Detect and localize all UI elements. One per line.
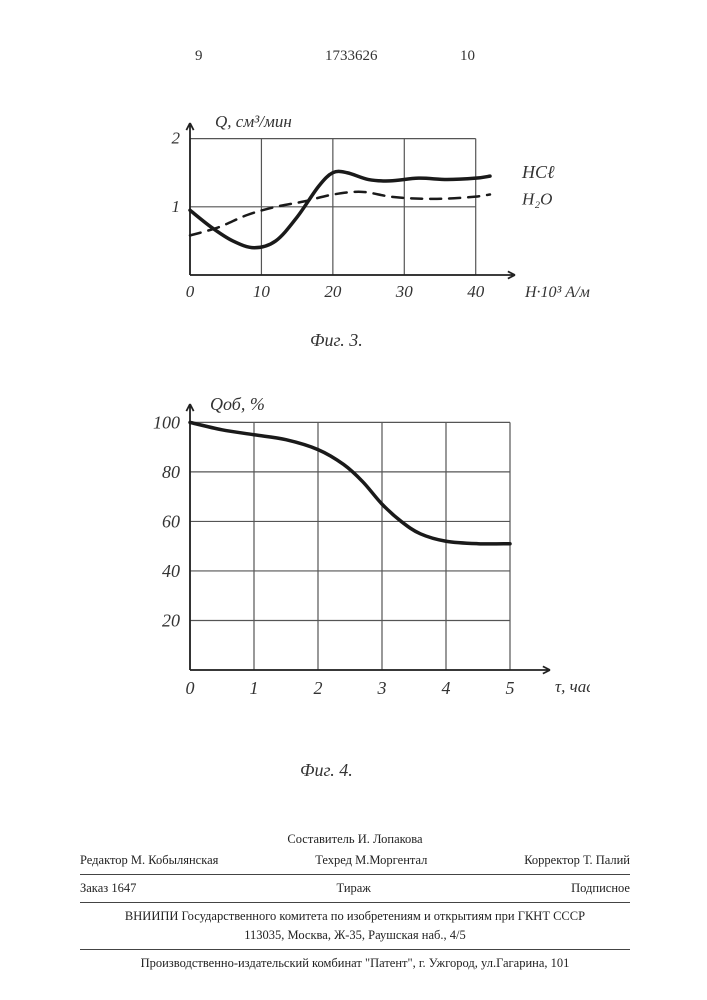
svg-text:Q, см³/мин: Q, см³/мин	[215, 112, 292, 131]
tech-name: М.Моргентал	[355, 853, 427, 867]
corrector-name: Т. Палий	[583, 853, 630, 867]
svg-text:20: 20	[324, 282, 342, 301]
compiler-label: Составитель	[287, 832, 354, 846]
svg-text:40: 40	[467, 282, 485, 301]
svg-text:τ, час: τ, час	[555, 677, 590, 696]
svg-text:0: 0	[186, 678, 195, 698]
svg-text:80: 80	[162, 462, 180, 482]
org-line-1: ВНИИПИ Государственного комитета по изоб…	[80, 907, 630, 926]
svg-text:Qоб, %: Qоб, %	[210, 394, 265, 414]
corrector-label: Корректор	[524, 853, 580, 867]
svg-text:3: 3	[377, 678, 387, 698]
editor-name: М. Кобылянская	[131, 853, 219, 867]
svg-text:2: 2	[314, 678, 323, 698]
page-number-left: 9	[195, 48, 203, 65]
svg-text:0: 0	[186, 282, 195, 301]
figure-4-caption: Фиг. 4.	[300, 760, 353, 781]
document-number: 1733626	[325, 48, 378, 65]
svg-text:100: 100	[153, 412, 180, 432]
svg-text:40: 40	[162, 561, 180, 581]
figure-3-chart: 0 10 20 30 40 1 2 Q, см³/мин H·10³ А/м HCℓ H₂O	[120, 85, 590, 325]
svg-text:10: 10	[253, 282, 271, 301]
tirazh-label: Тираж	[337, 881, 371, 896]
svg-text:H·10³ А/м: H·10³ А/м	[524, 284, 590, 301]
tech-label: Техред	[315, 853, 352, 867]
order-number: 1647	[111, 881, 136, 895]
svg-text:20: 20	[162, 610, 180, 630]
compiler-name: И. Лопакова	[358, 832, 423, 846]
svg-text:H₂O: H₂O	[521, 190, 552, 209]
figure-4-chart: 0 1 2 3 4 5 20 40 60 80 100 Qоб, % τ, час	[120, 370, 590, 730]
svg-text:30: 30	[395, 282, 414, 301]
figure-3-caption: Фиг. 3.	[310, 330, 363, 351]
page-number-right: 10	[460, 48, 475, 65]
svg-text:2: 2	[172, 129, 181, 148]
org-line-2: 113035, Москва, Ж-35, Раушская наб., 4/5	[80, 926, 630, 945]
imprint-footer: Составитель И. Лопакова Редактор М. Кобы…	[80, 830, 630, 973]
svg-text:4: 4	[442, 678, 451, 698]
subscription-label: Подписное	[571, 881, 630, 896]
order-label: Заказ	[80, 881, 108, 895]
svg-text:60: 60	[162, 511, 180, 531]
svg-text:5: 5	[506, 678, 515, 698]
svg-text:HCℓ: HCℓ	[521, 162, 555, 182]
svg-text:1: 1	[172, 197, 181, 216]
svg-text:1: 1	[250, 678, 259, 698]
editor-label: Редактор	[80, 853, 128, 867]
publisher-line: Производственно-издательский комбинат "П…	[80, 954, 630, 973]
